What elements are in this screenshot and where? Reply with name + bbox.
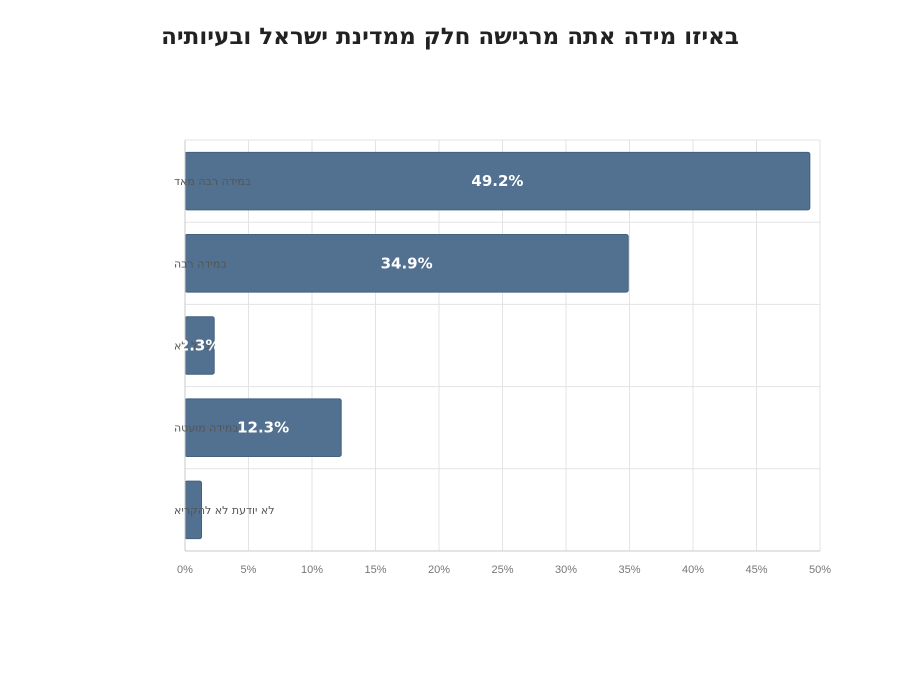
data-label: 12.3%: [237, 419, 289, 437]
x-tick-label: 30%: [555, 564, 577, 576]
x-tick-label: 0%: [177, 564, 193, 576]
x-tick-label: 15%: [364, 564, 386, 576]
x-tick-label: 10%: [301, 564, 323, 576]
x-tick-label: 25%: [491, 564, 513, 576]
x-tick-label: 40%: [682, 564, 704, 576]
category-label: במידה מועטה: [174, 422, 239, 435]
category-label: במידה רבה מאד: [174, 175, 251, 188]
category-label: לא יודעת לא להקריא: [174, 504, 275, 517]
category-label: במידה רבה: [174, 257, 227, 270]
x-tick-label: 5%: [241, 564, 257, 576]
x-tick-label: 35%: [618, 564, 640, 576]
category-label: כלל לא: [174, 340, 210, 353]
labels: במידה רבה מאד 49.2% במידה רבה 34.9% כלל לא2.…: [174, 172, 523, 517]
x-tick-label: 20%: [428, 564, 450, 576]
data-label: 34.9%: [381, 254, 433, 272]
bars: [184, 151, 811, 540]
data-label: 49.2%: [471, 172, 523, 190]
x-tick-label: 45%: [745, 564, 767, 576]
chart-title: באיזו מידה אתה מרגישה חלק ממדינת ישראל ו…: [161, 24, 739, 50]
data-label: 2.3%: [179, 337, 221, 355]
axes: 0% 5% 10% 15% 20% 25% 30% 35% 40% 45% 50%: [177, 140, 831, 576]
x-tick-label: 50%: [809, 564, 831, 576]
